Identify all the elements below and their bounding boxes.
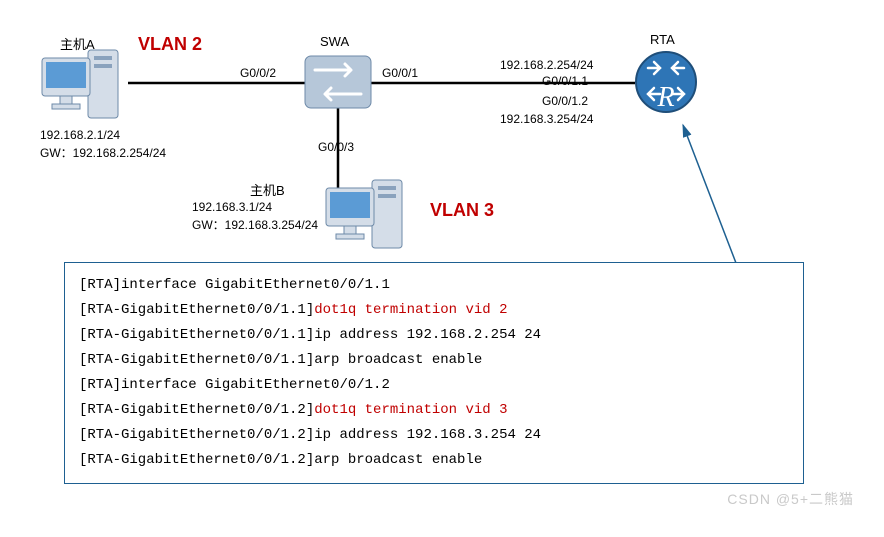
cli-pre: [RTA-GigabitEthernet0/0/1.2] <box>79 402 314 418</box>
cli-line: [RTA-GigabitEthernet0/0/1.2]ip address 1… <box>79 423 789 448</box>
host-b-title: 主机B <box>250 180 285 199</box>
port-g003: G0/0/3 <box>318 140 354 154</box>
svg-text:R: R <box>656 82 674 113</box>
cli-pre: [RTA-GigabitEthernet0/0/1.2]ip address 1… <box>79 427 541 443</box>
cli-line: [RTA]interface GigabitEthernet0/0/1.2 <box>79 373 789 398</box>
cli-line: [RTA-GigabitEthernet0/0/1.2]dot1q termin… <box>79 398 789 423</box>
cli-pre: [RTA-GigabitEthernet0/0/1.1]ip address 1… <box>79 327 541 343</box>
cli-line: [RTA-GigabitEthernet0/0/1.1]dot1q termin… <box>79 298 789 323</box>
router-icon: R <box>636 52 696 113</box>
cli-pre: [RTA]interface GigabitEthernet0/0/1.1 <box>79 277 390 293</box>
host-b-gw: GW：192.168.3.254/24 <box>192 216 318 233</box>
host-a-icon <box>42 50 118 118</box>
cli-line: [RTA-GigabitEthernet0/0/1.1]ip address 1… <box>79 323 789 348</box>
cli-pre: [RTA-GigabitEthernet0/0/1.2]arp broadcas… <box>79 452 482 468</box>
cli-pre: [RTA-GigabitEthernet0/0/1.1] <box>79 302 314 318</box>
port-g002: G0/0/2 <box>240 66 276 80</box>
router-sub1-if: G0/0/1.1 <box>542 74 588 88</box>
cli-pre: [RTA]interface GigabitEthernet0/0/1.2 <box>79 377 390 393</box>
vlan2-label: VLAN 2 <box>138 34 202 55</box>
cli-line: [RTA]interface GigabitEthernet0/0/1.1 <box>79 273 789 298</box>
host-b-ip: 192.168.3.1/24 <box>192 200 272 214</box>
cli-cmd: dot1q termination vid 2 <box>314 302 507 318</box>
cli-pre: [RTA-GigabitEthernet0/0/1.1]arp broadcas… <box>79 352 482 368</box>
host-a-gw: GW：192.168.2.254/24 <box>40 144 166 161</box>
cli-config-box: [RTA]interface GigabitEthernet0/0/1.1 [R… <box>64 262 804 484</box>
host-a-title: 主机A <box>60 34 95 53</box>
port-g001: G0/0/1 <box>382 66 418 80</box>
watermark-text: CSDN @5+二熊猫 <box>727 489 854 509</box>
vlan3-label: VLAN 3 <box>430 200 494 221</box>
cli-cmd: dot1q termination vid 3 <box>314 402 507 418</box>
router-sub1-ip: 192.168.2.254/24 <box>500 58 593 72</box>
switch-title: SWA <box>320 34 349 49</box>
cli-line: [RTA-GigabitEthernet0/0/1.1]arp broadcas… <box>79 348 789 373</box>
router-title: RTA <box>650 32 675 47</box>
host-b-icon <box>326 180 402 248</box>
diagram-canvas: R 主机A VLAN 2 SWA RTA 192.168.2.1/24 GW：1… <box>0 0 884 537</box>
router-sub2-if: G0/0/1.2 <box>542 94 588 108</box>
switch-icon <box>305 56 371 108</box>
host-a-ip: 192.168.2.1/24 <box>40 128 120 142</box>
router-sub2-ip: 192.168.3.254/24 <box>500 112 593 126</box>
cli-line: [RTA-GigabitEthernet0/0/1.2]arp broadcas… <box>79 448 789 473</box>
